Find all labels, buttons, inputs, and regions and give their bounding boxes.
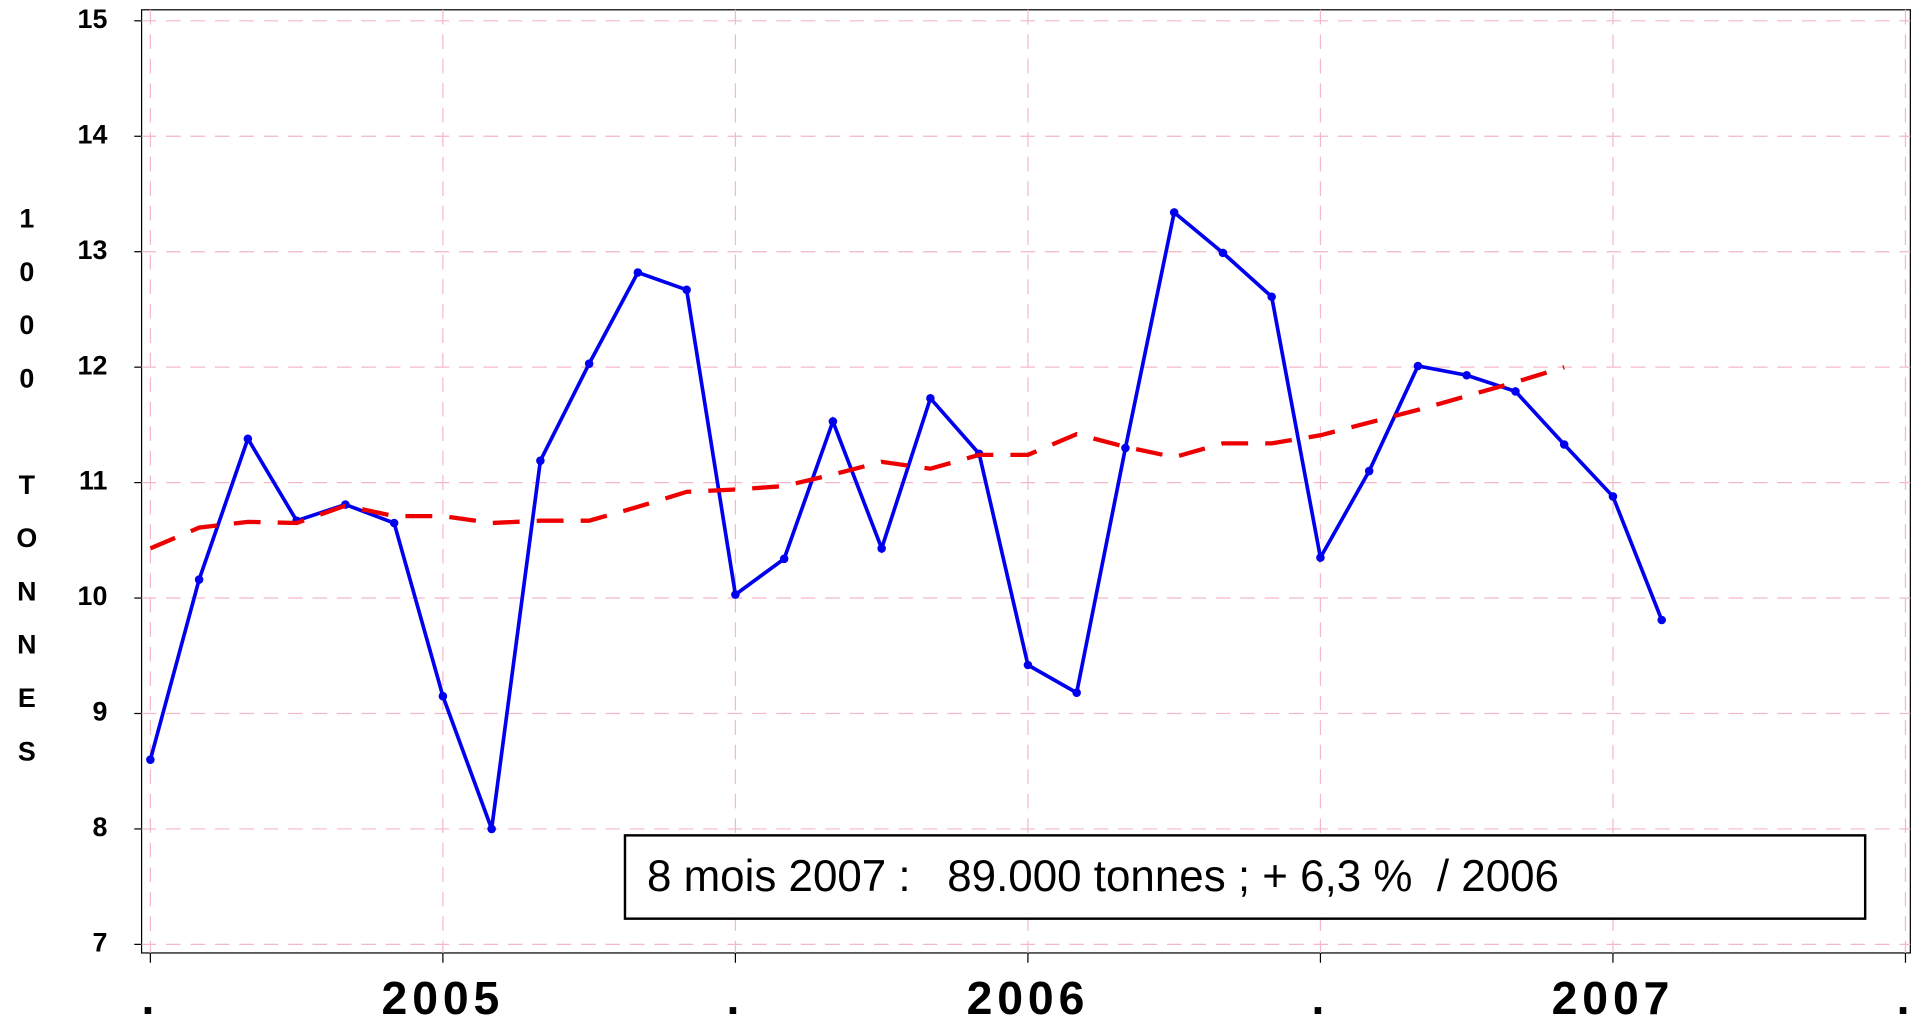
data-point bbox=[1023, 660, 1033, 670]
y-tick-label: 8 bbox=[92, 812, 107, 842]
data-point bbox=[1657, 615, 1666, 625]
data-point bbox=[1218, 248, 1228, 258]
data-point bbox=[243, 434, 253, 444]
data-point bbox=[1559, 440, 1569, 449]
annotation-box bbox=[623, 834, 1867, 920]
data-point bbox=[584, 359, 594, 368]
data-point bbox=[1413, 361, 1423, 371]
data-point bbox=[536, 456, 545, 465]
data-point bbox=[1511, 387, 1520, 396]
y-tick-label: 14 bbox=[78, 119, 108, 149]
x-tick-label: 2006 bbox=[967, 972, 1090, 1024]
data-point bbox=[1462, 370, 1471, 380]
data-point bbox=[1608, 492, 1618, 501]
data-point bbox=[1121, 443, 1130, 453]
x-tick-label: . bbox=[1312, 972, 1330, 1024]
data-point bbox=[1316, 553, 1325, 562]
x-tick-label: 2007 bbox=[1552, 972, 1675, 1024]
data-point bbox=[1364, 466, 1374, 476]
data-point bbox=[194, 575, 204, 584]
y-tick-label: 9 bbox=[92, 697, 107, 727]
x-tick-label: . bbox=[1897, 972, 1914, 1024]
data-point bbox=[633, 268, 643, 277]
data-point bbox=[438, 691, 448, 701]
x-tick-label: 2005 bbox=[382, 972, 505, 1024]
y-tick-label: 10 bbox=[78, 581, 108, 611]
data-point bbox=[1267, 292, 1276, 302]
series-line bbox=[149, 365, 1565, 551]
data-point bbox=[828, 417, 838, 426]
data-point bbox=[487, 824, 496, 834]
y-tick-label: 7 bbox=[92, 927, 107, 957]
x-tick-label: . bbox=[727, 972, 745, 1024]
annotation: 8 mois 2007 : 89.000 tonnes ; + 6,3 % / … bbox=[647, 852, 1559, 901]
data-point bbox=[146, 755, 155, 764]
y-tick-label: 15 bbox=[78, 4, 108, 34]
data-point bbox=[1169, 208, 1179, 217]
data-point bbox=[682, 285, 691, 295]
x-tick-label: . bbox=[141, 972, 159, 1024]
data-point bbox=[389, 518, 399, 528]
plot-frame bbox=[140, 9, 1911, 954]
y-tick-label: 13 bbox=[78, 235, 108, 265]
data-point bbox=[731, 590, 740, 599]
data-point bbox=[1072, 688, 1081, 697]
y-tick-label: 12 bbox=[78, 350, 108, 380]
series-line bbox=[148, 209, 1664, 830]
y-tick-label: 11 bbox=[79, 466, 107, 496]
data-point bbox=[877, 544, 886, 553]
data-point bbox=[779, 554, 789, 564]
data-point bbox=[926, 394, 935, 403]
